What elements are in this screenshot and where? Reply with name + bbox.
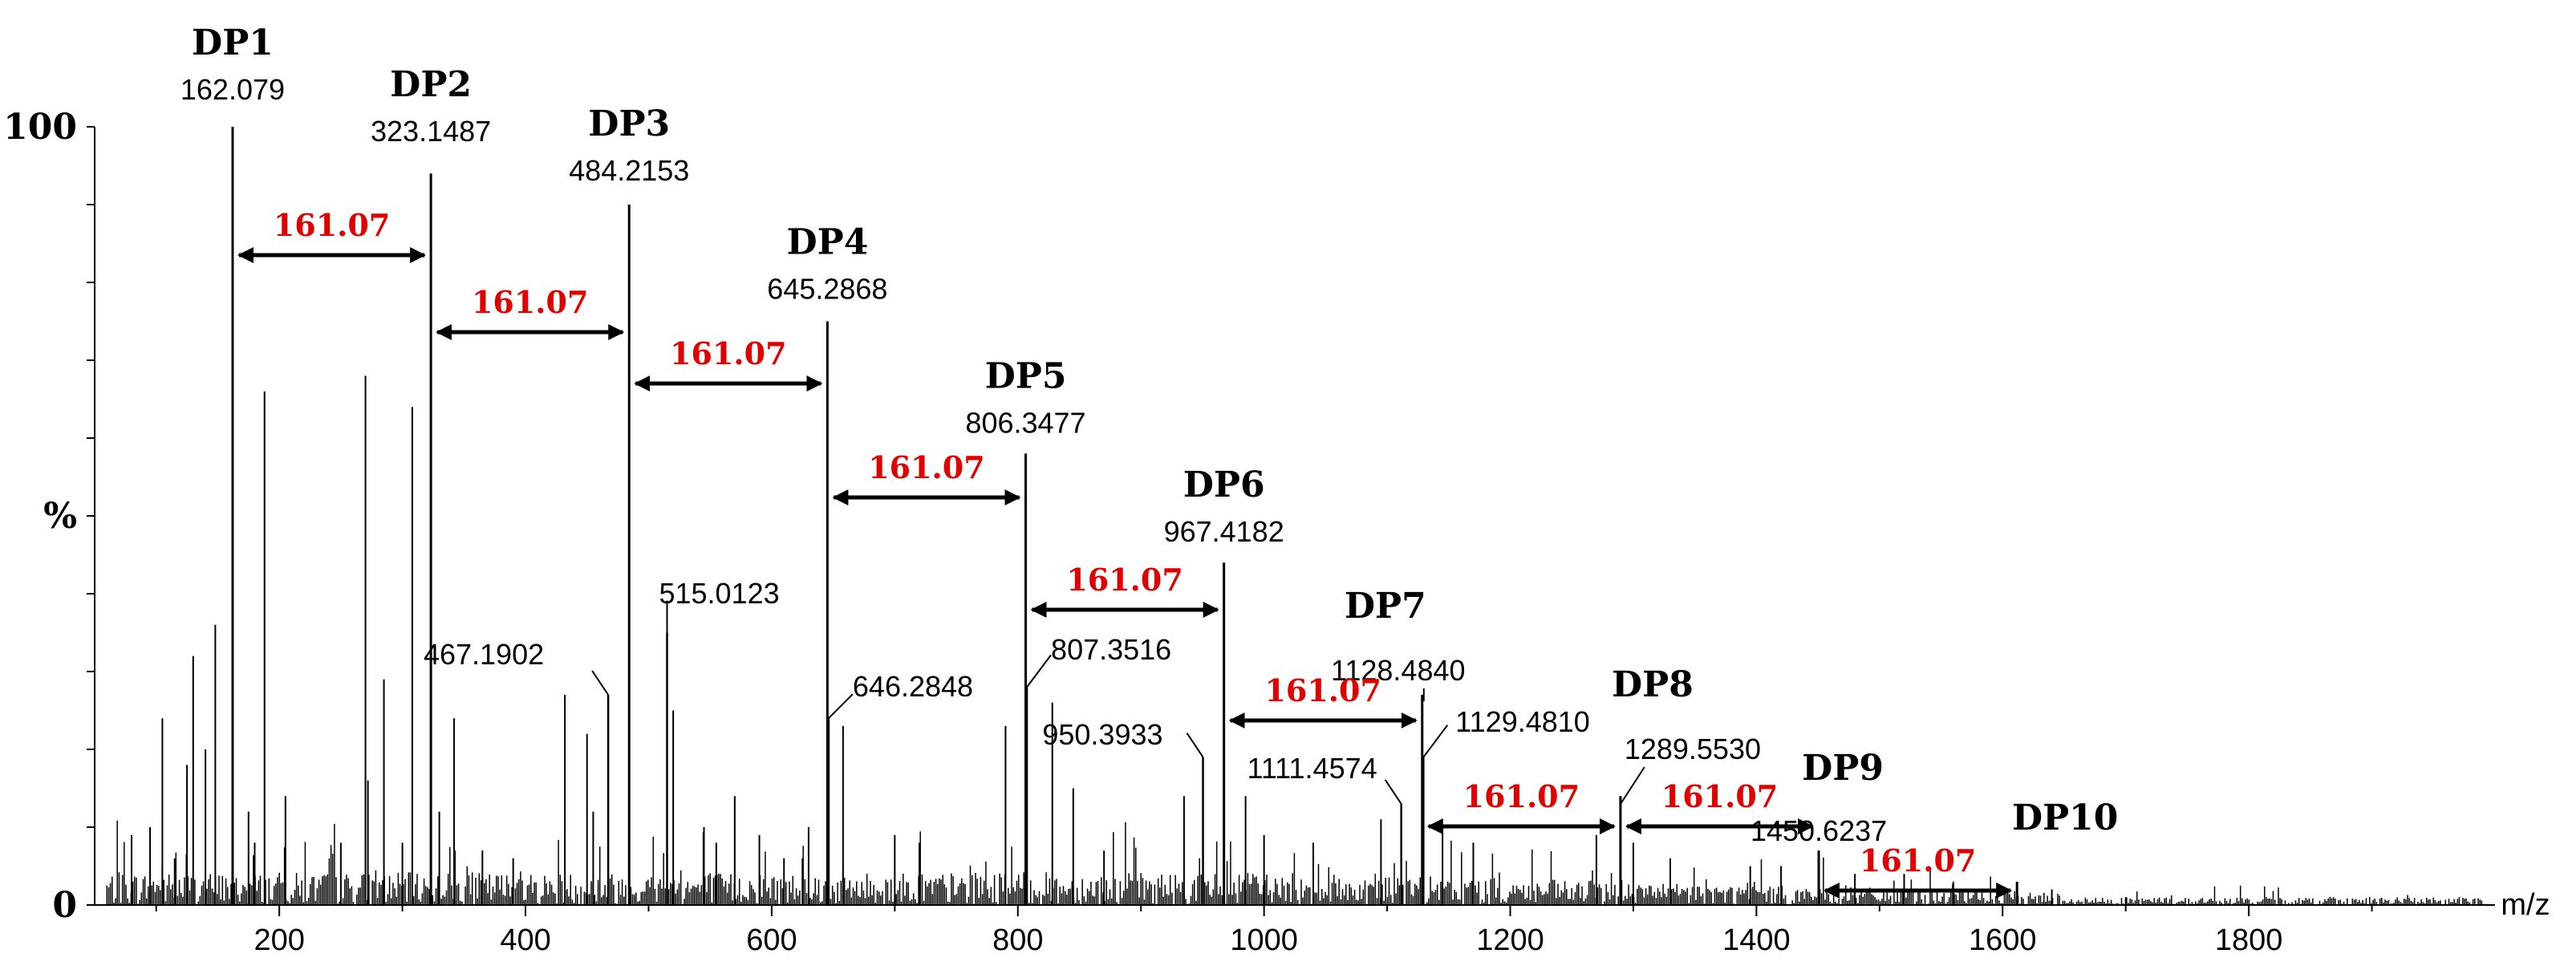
- peak-mz-label: 1129.4810: [1455, 705, 1590, 738]
- dp-peak-name-label: DP4: [786, 222, 868, 263]
- mass-difference-label: 161.07: [1264, 672, 1381, 708]
- peak-mz-label: 1111.4574: [1247, 752, 1377, 785]
- x-tick-label: 800: [992, 923, 1043, 957]
- dp-peak-name-label: DP2: [390, 64, 472, 105]
- x-tick-label: 600: [746, 923, 797, 957]
- dp-peak-mz-label: 1128.4840: [1331, 654, 1466, 687]
- dp-peak-name-label: DP7: [1345, 586, 1426, 627]
- dp-peak-name-label: DP3: [588, 103, 670, 144]
- mass-difference-label: 161.07: [868, 449, 984, 485]
- y-tick-label: 100: [3, 107, 77, 148]
- dp-peak-name-label: DP1: [192, 22, 274, 63]
- dp-peak-mz-label: 162.079: [181, 73, 285, 106]
- peak-leader-line: [591, 670, 609, 696]
- dp8-leader-line: [1620, 766, 1645, 805]
- dp-peak-mz-label: 323.1487: [371, 115, 491, 148]
- dp-peak-name-label: DP5: [985, 355, 1067, 396]
- peak-mz-label: 950.3933: [1042, 718, 1162, 751]
- dp-peak-mz-label: 967.4182: [1164, 515, 1284, 548]
- mass-difference-label: 161.07: [1661, 778, 1778, 814]
- x-tick-label: 1800: [2215, 923, 2283, 957]
- peak-mz-label: 646.2848: [853, 670, 973, 703]
- peak-leader-line: [1186, 733, 1204, 758]
- dp-peak-mz-label: 645.2868: [767, 273, 887, 306]
- peak-mz-label: 807.3516: [1051, 633, 1171, 666]
- peak-leader-line: [1422, 724, 1449, 758]
- dp-peak-mz-label: 484.2153: [569, 154, 689, 187]
- peak-mz-label: 515.0123: [659, 577, 779, 610]
- x-tick-label: 400: [500, 923, 550, 957]
- baseline-noise-group: [106, 820, 2483, 905]
- peaks-group: [131, 127, 2127, 905]
- mass-difference-arrows-group: 161.07 161.07 161.07 161.07 161.07 161.07 161.…: [237, 207, 2013, 899]
- y-tick-label: %: [43, 496, 77, 537]
- x-tick-label: 1200: [1476, 923, 1544, 957]
- peak-leader-line: [1026, 654, 1052, 688]
- mass-difference-label: 161.07: [1463, 778, 1580, 814]
- mass-difference-label: 161.07: [1860, 842, 1976, 879]
- mass-difference-label: 161.07: [670, 335, 786, 371]
- x-axis-title: m/z: [2501, 888, 2550, 922]
- dp-peak-name-label: DP8: [1612, 664, 1694, 705]
- x-tick-label: 1400: [1722, 923, 1791, 957]
- x-tick-label: 1000: [1230, 923, 1298, 957]
- x-tick-label: 1600: [1969, 923, 2037, 957]
- dp-peak-name-label: DP6: [1183, 465, 1265, 505]
- peak-leader-line: [1384, 779, 1402, 805]
- peak-leader-line: [828, 693, 854, 719]
- peak-mz-label: 467.1902: [424, 638, 544, 671]
- dp-peak-mz-label: 806.3477: [965, 406, 1085, 439]
- mass-difference-label: 161.07: [1066, 562, 1183, 598]
- mass-difference-label: 161.07: [274, 207, 390, 243]
- dp-peak-name-label: DP9: [1802, 748, 1884, 789]
- x-tick-label: 200: [254, 923, 304, 957]
- baseline-noise: [106, 820, 2483, 905]
- peak-labels-group: 467.1902 515.0123 646.2848 807.3516 950.3933…: [181, 22, 2119, 847]
- dp-peak-mz-label: 1289.5530: [1625, 733, 1761, 765]
- y-tick-label: 0: [52, 885, 77, 926]
- dp-peak-name-label: DP10: [2012, 797, 2118, 838]
- mass-difference-label: 161.07: [472, 284, 588, 320]
